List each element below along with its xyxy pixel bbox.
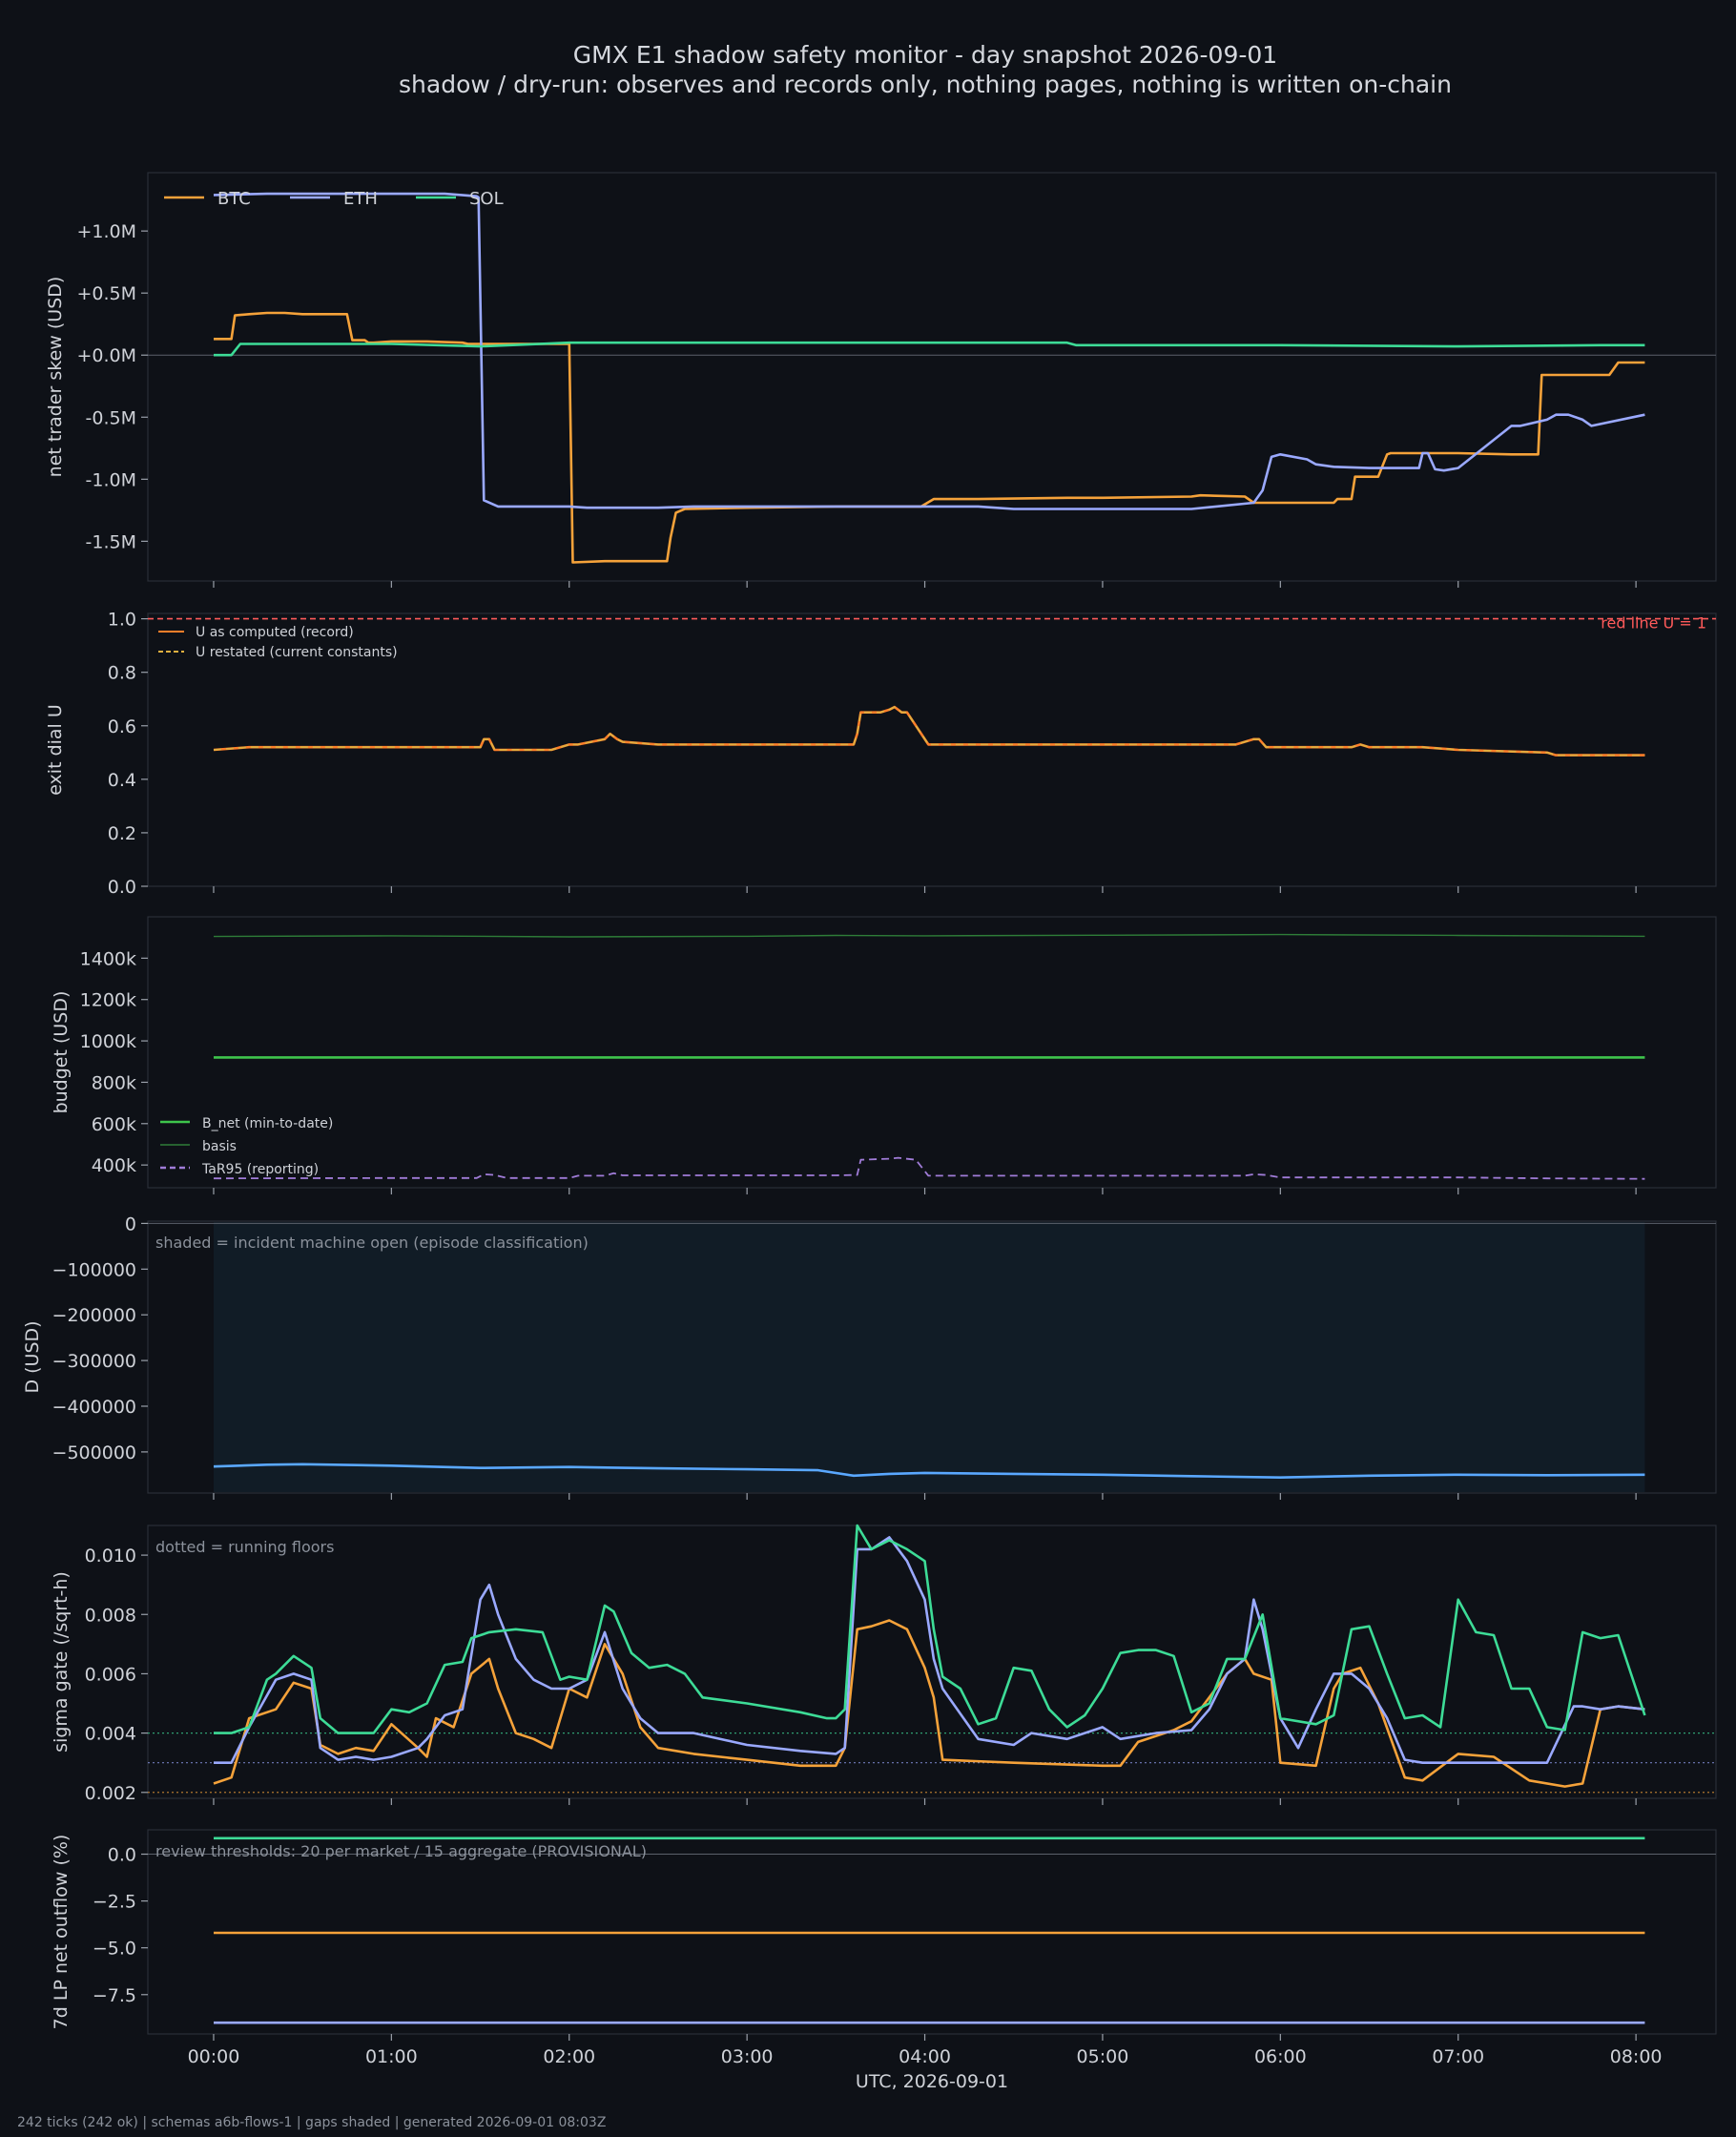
exit-dial-ytick-label: 0.2 [108, 823, 136, 844]
legend-label-u-as-computed-record-: U as computed (record) [196, 625, 354, 640]
x-axis-label: UTC, 2026-09-01 [856, 2071, 1008, 2092]
skew-ytick-label: -1.0M [86, 469, 136, 490]
panel-drawdown: 0 −100000 −200000 −300000 −400000 −500000 D (U… [22, 1214, 1717, 1500]
x-tick-label: 04:00 [899, 2046, 951, 2067]
x-tick-label: 07:00 [1432, 2046, 1484, 2067]
skew-ytick-label: -1.5M [86, 531, 136, 552]
exit-dial-ytick-label: 0.0 [108, 877, 136, 898]
panel-sigma: 0.002 0.004 0.006 0.008 0.010 sigma gate (/sq… [51, 1524, 1717, 1805]
legend-label-eth: ETH [343, 189, 378, 209]
exit-dial-ytick-label: 0.8 [108, 663, 136, 684]
drawdown-ytick-label: −400000 [52, 1397, 136, 1418]
x-tick-label: 06:00 [1254, 2046, 1307, 2067]
x-tick-label: 03:00 [721, 2046, 774, 2067]
sigma-series-btc [213, 1619, 1645, 1788]
drawdown-ytick-label: −500000 [52, 1442, 136, 1463]
sigma-y-axis-label: sigma gate (/sqrt-h) [51, 1571, 72, 1753]
lp-outflow-ytick-label: −2.5 [93, 1892, 136, 1913]
skew-ytick-label: +1.0M [76, 221, 136, 242]
drawdown-series-d [213, 1463, 1645, 1479]
drawdown-incident-shade [213, 1222, 1645, 1492]
lp-outflow-y-axis-label: 7d LP net outflow (%) [51, 1835, 72, 2030]
sigma-ytick-label: 0.004 [85, 1724, 136, 1745]
x-tick-label: 00:00 [188, 2046, 240, 2067]
skew-ytick-label: -0.5M [86, 407, 136, 428]
drawdown-y-axis-label: D (USD) [22, 1320, 43, 1393]
panel-budget: 400k 600k 800k 1000k 1200k 1400k budget (USD) B… [51, 916, 1717, 1194]
budget-ytick-label: 800k [92, 1072, 136, 1093]
drawdown-ytick-label: −300000 [52, 1351, 136, 1372]
legend-label-tar95-reporting-: TaR95 (reporting) [201, 1162, 319, 1177]
sigma-ytick-label: 0.006 [85, 1664, 136, 1685]
legend-label-u-restated-current-constants-: U restated (current constants) [196, 645, 398, 660]
lp-outflow-ytick-label: −5.0 [93, 1939, 136, 1960]
skew-ytick-label: +0.0M [76, 345, 136, 366]
legend-label-btc: BTC [217, 189, 251, 209]
drawdown-ytick-label: −100000 [52, 1259, 136, 1280]
sigma-series-eth [214, 1536, 1645, 1764]
exit-dial-y-axis-label: exit dial U [45, 704, 66, 796]
drawdown-note: shaded = incident machine open (episode … [155, 1234, 589, 1252]
drawdown-ytick-label: −200000 [52, 1305, 136, 1326]
legend-label-basis: basis [202, 1139, 237, 1154]
panel-lp-outflow: 0.0 −2.5 −5.0 −7.5 7d LP net outflow (%) revi… [51, 1829, 1717, 2041]
footer-status: 242 ticks (242 ok) | schemas a6b-flows-1… [17, 2115, 606, 2130]
exit-dial-ytick-label: 1.0 [108, 610, 136, 631]
exit-dial-series-u-restated-current-constants- [213, 706, 1645, 757]
budget-plot-frame [147, 916, 1717, 1189]
budget-ytick-label: 1400k [80, 948, 136, 969]
exit-dial-ytick-label: 0.6 [108, 716, 136, 737]
exit-dial-ytick-label: 0.4 [108, 770, 136, 791]
lp-outflow-note: review thresholds: 20 per market / 15 ag… [155, 1842, 647, 1860]
skew-plot-frame [147, 172, 1717, 582]
sigma-plot-frame [147, 1525, 1717, 1799]
x-tick-label: 01:00 [365, 2046, 418, 2067]
x-tick-label: 02:00 [543, 2046, 595, 2067]
panels-group: +1.0M +0.5M +0.0M -0.5M -1.0M -1.5M net trader… [22, 172, 1717, 2067]
budget-ytick-label: 400k [92, 1155, 136, 1176]
skew-ytick-label: +0.5M [76, 283, 136, 304]
skew-series-sol [214, 341, 1645, 357]
sigma-series-sol [214, 1524, 1646, 1734]
lp-outflow-ytick-label: −7.5 [93, 1985, 136, 2006]
x-tick-label: 05:00 [1077, 2046, 1129, 2067]
legend-label-sol: SOL [469, 189, 504, 209]
panel-skew: +1.0M +0.5M +0.0M -0.5M -1.0M -1.5M net trader… [45, 172, 1717, 588]
skew-series-eth [213, 192, 1645, 510]
budget-ytick-label: 1000k [80, 1031, 136, 1052]
skew-y-axis-label: net trader skew (USD) [45, 277, 66, 478]
chart-title: GMX E1 shadow safety monitor - day snaps… [573, 41, 1277, 69]
budget-ytick-label: 1200k [80, 990, 136, 1011]
sigma-ytick-label: 0.008 [85, 1605, 136, 1626]
x-tick-label: 08:00 [1610, 2046, 1663, 2067]
budget-series-tar95-reporting- [213, 1156, 1645, 1180]
sigma-note: dotted = running floors [155, 1538, 334, 1556]
panel-exit-dial: 0.0 0.2 0.4 0.6 0.8 1.0 exit dial U red line U … [45, 610, 1717, 898]
lp-outflow-ytick-label: 0.0 [108, 1845, 136, 1866]
sigma-ytick-label: 0.010 [85, 1546, 136, 1566]
budget-series-basis [213, 933, 1645, 938]
sigma-ytick-label: 0.002 [85, 1783, 136, 1804]
legend-label-b-net-min-to-date-: B_net (min-to-date) [202, 1116, 333, 1131]
budget-y-axis-label: budget (USD) [51, 991, 72, 1114]
exit-dial-red-line-label: red line U = 1 [1601, 614, 1706, 633]
drawdown-ytick-label: 0 [125, 1214, 136, 1234]
chart-subtitle: shadow / dry-run: observes and records o… [399, 71, 1452, 98]
budget-ytick-label: 600k [92, 1114, 136, 1135]
